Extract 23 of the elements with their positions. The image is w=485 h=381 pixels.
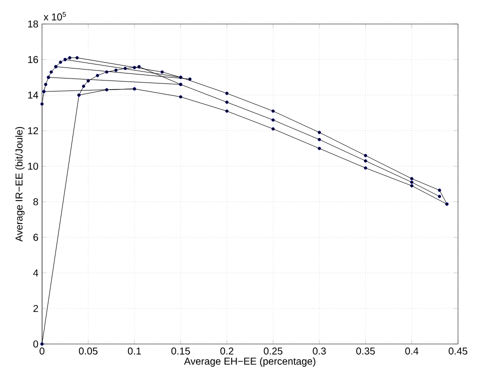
y-tick-label: 0 (33, 340, 38, 348)
y-tick-label: 8 (33, 198, 38, 206)
y-tick-label: 10 (28, 162, 38, 170)
x-tick-label: 0.15 (171, 348, 190, 355)
x-axis-title: Average EH−EE (percentage) (184, 357, 316, 367)
y-tick-label: 12 (28, 127, 38, 134)
y-tick-label: 6 (33, 234, 38, 241)
y-tick-label: 4 (33, 269, 38, 276)
x-tick-label: 0 (40, 348, 44, 355)
y-axis-title: Average IR−EE (bit/Joule) (15, 126, 25, 242)
text: x 10$^{5}$ (44, 12, 66, 20)
x-tick-label: 0.4 (405, 348, 418, 355)
y-tick-label: 16 (28, 56, 38, 64)
x-tick-label: 0.35 (356, 348, 375, 355)
x-tick-label: 0.3 (312, 348, 326, 355)
y-tick-label: 14 (28, 92, 38, 99)
x-tick-label: 0.25 (264, 348, 282, 355)
x-tick-label: 0.05 (78, 348, 98, 355)
x-tick-label: 0.2 (220, 348, 234, 355)
y-tick-label: 2 (33, 304, 38, 312)
x-tick-label: 0.1 (128, 348, 141, 355)
x-tick-label: 0.45 (448, 348, 468, 355)
y-tick-label: 18 (28, 20, 38, 28)
